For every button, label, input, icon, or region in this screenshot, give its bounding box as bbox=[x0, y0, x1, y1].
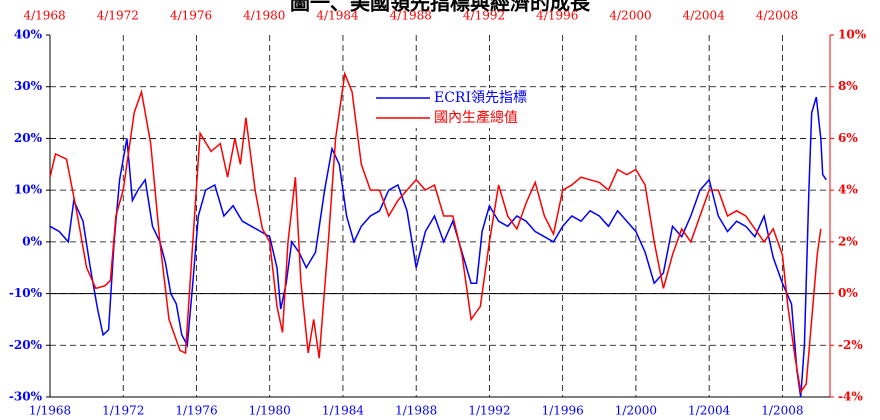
x-tick-label: 1/2004 bbox=[688, 404, 731, 418]
x2-tick-label: 4/1980 bbox=[243, 9, 285, 23]
y2-tick-label: 0% bbox=[838, 286, 858, 300]
y2-tick-label: 10% bbox=[838, 28, 867, 42]
x2-tick-label: 4/1984 bbox=[316, 9, 359, 23]
x-tick-label: 1/1976 bbox=[175, 404, 217, 418]
series-line bbox=[49, 70, 822, 394]
y2-tick-label: -4% bbox=[838, 390, 863, 404]
y2-tick-label: 2% bbox=[838, 234, 858, 248]
y2-tick-label: 6% bbox=[838, 131, 858, 145]
legend-box bbox=[372, 88, 562, 128]
x-tick-label: 1/1968 bbox=[29, 404, 71, 418]
x-tick-label: 1/1996 bbox=[542, 404, 584, 418]
y-tick-label: 40% bbox=[14, 28, 43, 42]
y2-tick-label: 8% bbox=[838, 79, 858, 93]
x-tick-label: 1/1980 bbox=[249, 404, 291, 418]
y-tick-label: -20% bbox=[9, 338, 43, 352]
x2-tick-label: 4/1972 bbox=[97, 9, 139, 23]
x2-tick-label: 4/2004 bbox=[683, 9, 726, 23]
series-line bbox=[49, 96, 827, 398]
x-tick-label: 1/1988 bbox=[395, 404, 437, 418]
y-tick-label: 20% bbox=[14, 131, 43, 145]
x2-tick-label: 4/2000 bbox=[609, 9, 651, 23]
y2-tick-label: -2% bbox=[838, 338, 863, 352]
x-tick-label: 1/2008 bbox=[761, 404, 803, 418]
x2-tick-label: 4/1988 bbox=[390, 9, 432, 23]
x2-tick-label: 4/1992 bbox=[463, 9, 505, 23]
x2-tick-label: 4/1976 bbox=[170, 9, 212, 23]
y-tick-label: 10% bbox=[14, 183, 43, 197]
legend-label: ECRI領先指標 bbox=[434, 89, 527, 106]
x2-tick-label: 4/1996 bbox=[536, 9, 578, 23]
y-tick-label: -30% bbox=[9, 390, 43, 404]
y-tick-label: 0% bbox=[22, 234, 42, 248]
y-tick-label: -10% bbox=[9, 286, 43, 300]
x2-tick-label: 4/1968 bbox=[23, 9, 65, 23]
x-tick-label: 1/1992 bbox=[468, 404, 510, 418]
legend-label: 國內生產總值 bbox=[434, 109, 518, 126]
x-tick-label: 1/1972 bbox=[102, 404, 144, 418]
x-tick-label: 1/1984 bbox=[322, 404, 365, 418]
chart-title: 圖一、美國領先指標與經濟的成長 bbox=[290, 0, 591, 15]
x2-tick-label: 4/2008 bbox=[756, 9, 798, 23]
x-tick-label: 1/2000 bbox=[615, 404, 657, 418]
y-tick-label: 30% bbox=[14, 79, 43, 93]
y2-tick-label: 4% bbox=[838, 183, 858, 197]
